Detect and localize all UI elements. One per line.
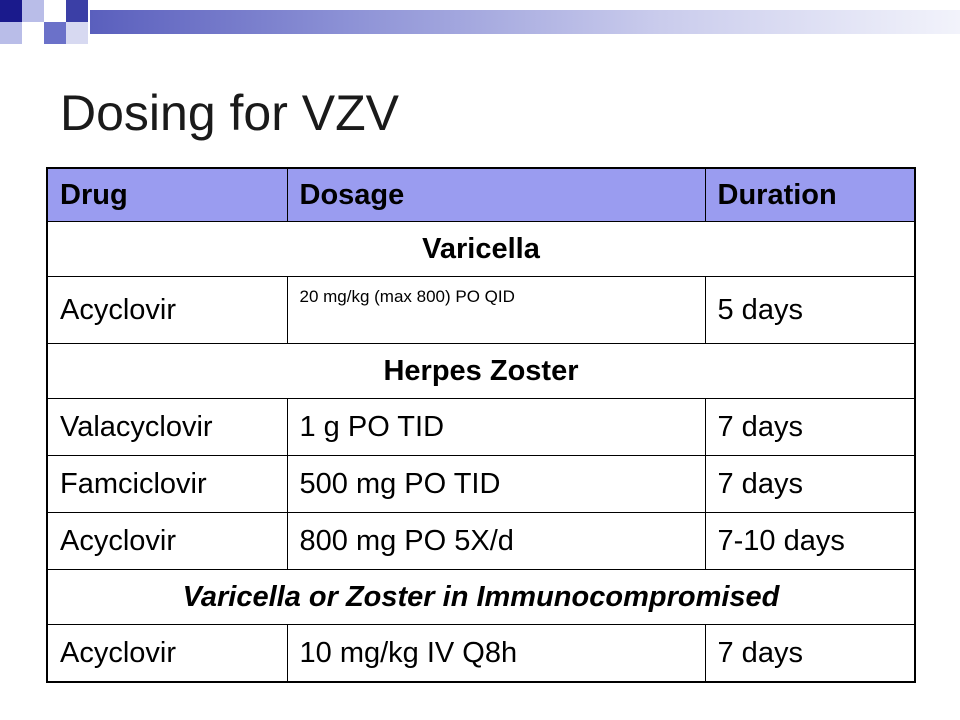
cell-drug: Famciclovir — [46, 455, 288, 513]
cell-dosage: 10 mg/kg IV Q8h — [286, 624, 706, 683]
cell-dosage: 20 mg/kg (max 800) PO QID — [286, 276, 706, 344]
cell-duration: 7 days — [704, 455, 916, 513]
table-row: Valacyclovir 1 g PO TID 7 days — [46, 398, 916, 456]
section-label: Herpes Zoster — [46, 343, 916, 399]
section-label: Varicella — [46, 221, 916, 277]
decor-square — [44, 0, 66, 22]
cell-duration: 7-10 days — [704, 512, 916, 570]
cell-drug: Valacyclovir — [46, 398, 288, 456]
header-drug: Drug — [46, 167, 288, 222]
cell-dosage: 1 g PO TID — [286, 398, 706, 456]
section-row: Herpes Zoster — [46, 343, 916, 399]
cell-duration: 5 days — [704, 276, 916, 344]
header-gradient-bar — [90, 10, 960, 34]
section-row: Varicella — [46, 221, 916, 277]
cell-duration: 7 days — [704, 398, 916, 456]
section-label: Varicella or Zoster in Immunocompromised — [46, 569, 916, 625]
header-dosage: Dosage — [286, 167, 706, 222]
table-row: Acyclovir 800 mg PO 5X/d 7-10 days — [46, 512, 916, 570]
table-row: Acyclovir 20 mg/kg (max 800) PO QID 5 da… — [46, 276, 916, 344]
decor-square — [44, 22, 66, 44]
cell-drug: Acyclovir — [46, 624, 288, 683]
decor-square — [0, 22, 22, 44]
section-row: Varicella or Zoster in Immunocompromised — [46, 569, 916, 625]
cell-dosage: 800 mg PO 5X/d — [286, 512, 706, 570]
decor-square — [22, 0, 44, 22]
table-row: Famciclovir 500 mg PO TID 7 days — [46, 455, 916, 513]
slide-title: Dosing for VZV — [60, 85, 400, 141]
decor-square — [22, 22, 44, 44]
cell-drug: Acyclovir — [46, 276, 288, 344]
decor-square — [66, 0, 88, 22]
cell-duration: 7 days — [704, 624, 916, 683]
cell-dosage: 500 mg PO TID — [286, 455, 706, 513]
table-row: Acyclovir 10 mg/kg IV Q8h 7 days — [46, 624, 916, 683]
decor-square — [66, 22, 88, 44]
cell-drug: Acyclovir — [46, 512, 288, 570]
decor-square — [0, 0, 22, 22]
table-header-row: Drug Dosage Duration — [46, 167, 916, 222]
header-duration: Duration — [704, 167, 916, 222]
dosing-table: Drug Dosage Duration Varicella Acyclovir… — [46, 167, 916, 683]
